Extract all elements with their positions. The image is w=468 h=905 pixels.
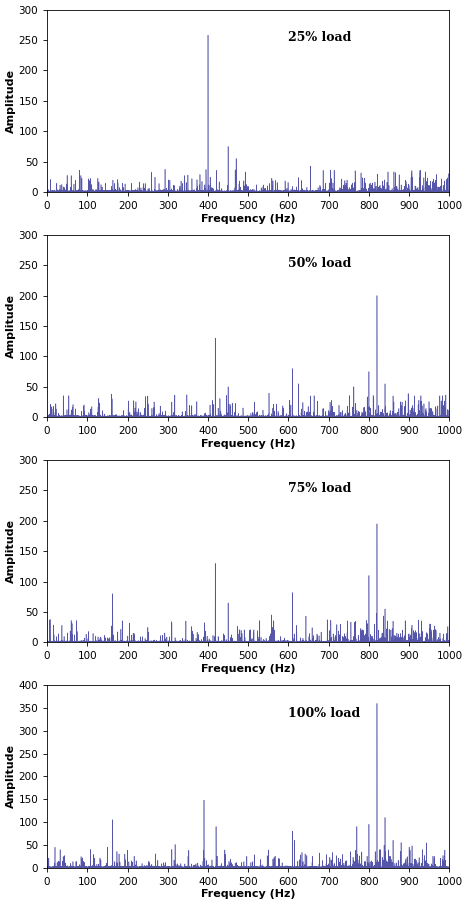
X-axis label: Frequency (Hz): Frequency (Hz) — [201, 664, 295, 674]
Y-axis label: Amplitude: Amplitude — [6, 294, 15, 358]
Text: 75% load: 75% load — [288, 481, 352, 495]
X-axis label: Frequency (Hz): Frequency (Hz) — [201, 439, 295, 449]
Text: 100% load: 100% load — [288, 707, 361, 720]
Y-axis label: Amplitude: Amplitude — [6, 519, 15, 583]
Text: 25% load: 25% load — [288, 32, 352, 44]
X-axis label: Frequency (Hz): Frequency (Hz) — [201, 890, 295, 900]
Text: 50% load: 50% load — [288, 257, 352, 270]
Y-axis label: Amplitude: Amplitude — [6, 745, 15, 808]
Y-axis label: Amplitude: Amplitude — [6, 69, 15, 133]
X-axis label: Frequency (Hz): Frequency (Hz) — [201, 214, 295, 224]
